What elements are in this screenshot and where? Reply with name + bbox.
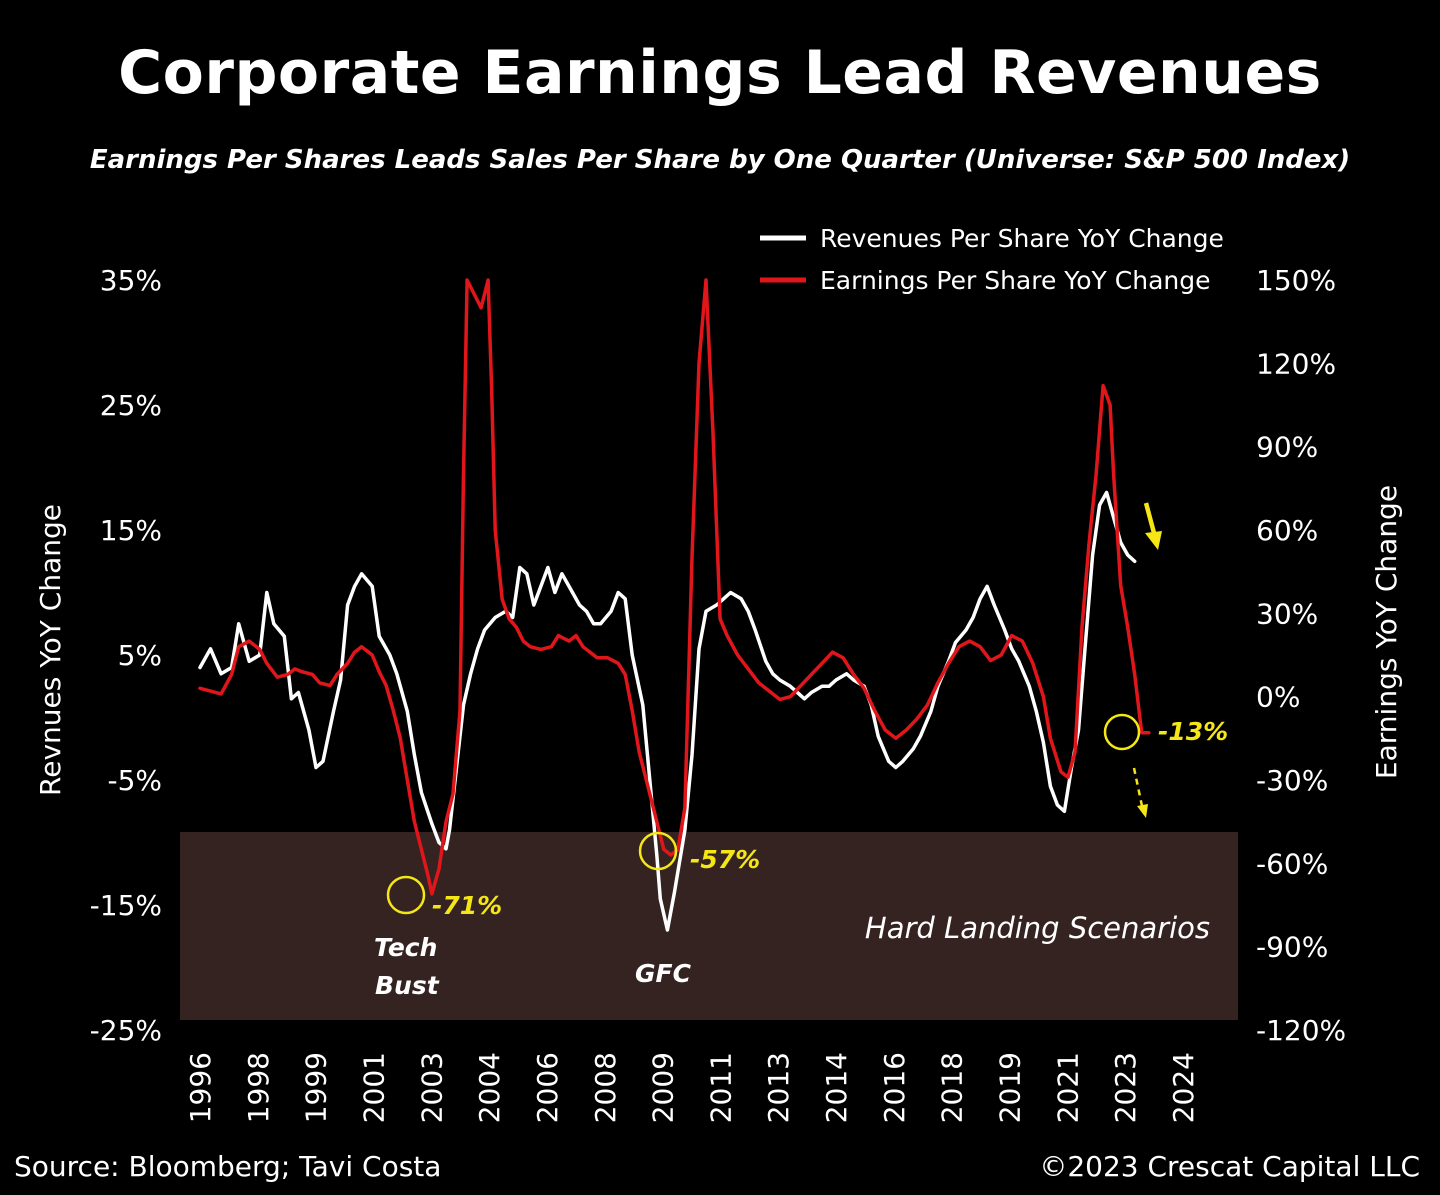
x-tick-label: 2021 [1051, 1052, 1084, 1123]
latest-marker [1103, 713, 1141, 751]
left-axis-title: Revnues YoY Change [34, 504, 67, 796]
right-tick-label: 90% [1256, 431, 1318, 464]
earnings-series-line [198, 278, 1151, 896]
right-tick-label: 150% [1256, 264, 1336, 297]
tech-bust-label-line1: Tech [374, 933, 437, 962]
left-axis-ticks: 35% 25% 15% 5% -5% -15% -25% [90, 264, 162, 1047]
x-tick-label: 1998 [242, 1052, 275, 1123]
down-arrow-solid [1143, 502, 1162, 550]
x-tick-label: 2024 [1167, 1052, 1200, 1123]
x-tick-label: 2008 [589, 1052, 622, 1123]
right-tick-label: 60% [1256, 514, 1318, 547]
tech-bust-value: -71% [432, 891, 502, 920]
gfc-marker [638, 831, 678, 871]
right-axis-title: Earnings YoY Change [1370, 485, 1403, 779]
x-tick-label: 2001 [357, 1052, 390, 1123]
x-tick-label: 2006 [531, 1052, 564, 1123]
x-tick-label: 2023 [1109, 1052, 1142, 1123]
gfc-label: GFC [635, 959, 692, 988]
series-lines [198, 278, 1151, 932]
left-tick-label: 5% [118, 639, 162, 672]
hard-landing-label: Hard Landing Scenarios [865, 911, 1210, 945]
chart-subtitle: Earnings Per Shares Leads Sales Per Shar… [89, 145, 1351, 175]
right-tick-label: 120% [1256, 347, 1336, 380]
x-tick-label: 2019 [994, 1052, 1027, 1123]
left-tick-label: -15% [90, 889, 162, 922]
x-tick-label: 2016 [878, 1052, 911, 1123]
right-axis-ticks: 150% 120% 90% 60% 30% 0% -30% -60% -90% -120% [1256, 264, 1346, 1047]
left-tick-label: -5% [107, 764, 162, 797]
x-axis-ticks: 1996 1998 1999 2001 2003 2004 2006 2008 2009 2011… [184, 1052, 1200, 1123]
left-tick-label: 15% [100, 514, 162, 547]
left-tick-label: 35% [100, 264, 162, 297]
copyright-note: ©2023 Crescat Capital LLC [1039, 1150, 1420, 1183]
revenues-series-line [198, 490, 1137, 932]
x-tick-label: 2013 [762, 1052, 795, 1123]
chart-title: Corporate Earnings Lead Revenues [118, 38, 1322, 108]
right-tick-label: 30% [1256, 597, 1318, 630]
left-tick-label: -25% [90, 1014, 162, 1047]
down-arrow-dashed [1132, 767, 1148, 818]
right-tick-label: -90% [1256, 931, 1328, 964]
right-tick-label: -60% [1256, 847, 1328, 880]
legend-label-earnings: Earnings Per Share YoY Change [820, 266, 1211, 295]
right-tick-label: -120% [1256, 1014, 1346, 1047]
tech-bust-label-line2: Bust [375, 971, 440, 1000]
x-tick-label: 2009 [647, 1052, 680, 1123]
x-tick-label: 2014 [820, 1052, 853, 1123]
source-note: Source: Bloomberg; Tavi Costa [14, 1150, 442, 1183]
left-tick-label: 25% [100, 389, 162, 422]
x-tick-label: 2003 [415, 1052, 448, 1123]
right-tick-label: -30% [1256, 764, 1328, 797]
legend: Revenues Per Share YoY Change Earnings P… [760, 224, 1224, 295]
hard-landing-zone [180, 832, 1238, 1020]
right-tick-label: 0% [1256, 681, 1300, 714]
x-tick-label: 2004 [473, 1052, 506, 1123]
x-tick-label: 1996 [184, 1052, 217, 1123]
annotations: -71% Tech Bust -57% GFC -13% Hard Landin… [374, 502, 1228, 1000]
gfc-value: -57% [690, 845, 760, 874]
tech-bust-marker [386, 875, 426, 915]
latest-value: -13% [1158, 717, 1228, 746]
x-tick-label: 2011 [704, 1052, 737, 1123]
x-tick-label: 2018 [936, 1052, 969, 1123]
x-tick-label: 1999 [300, 1052, 333, 1123]
legend-label-revenues: Revenues Per Share YoY Change [820, 224, 1224, 253]
